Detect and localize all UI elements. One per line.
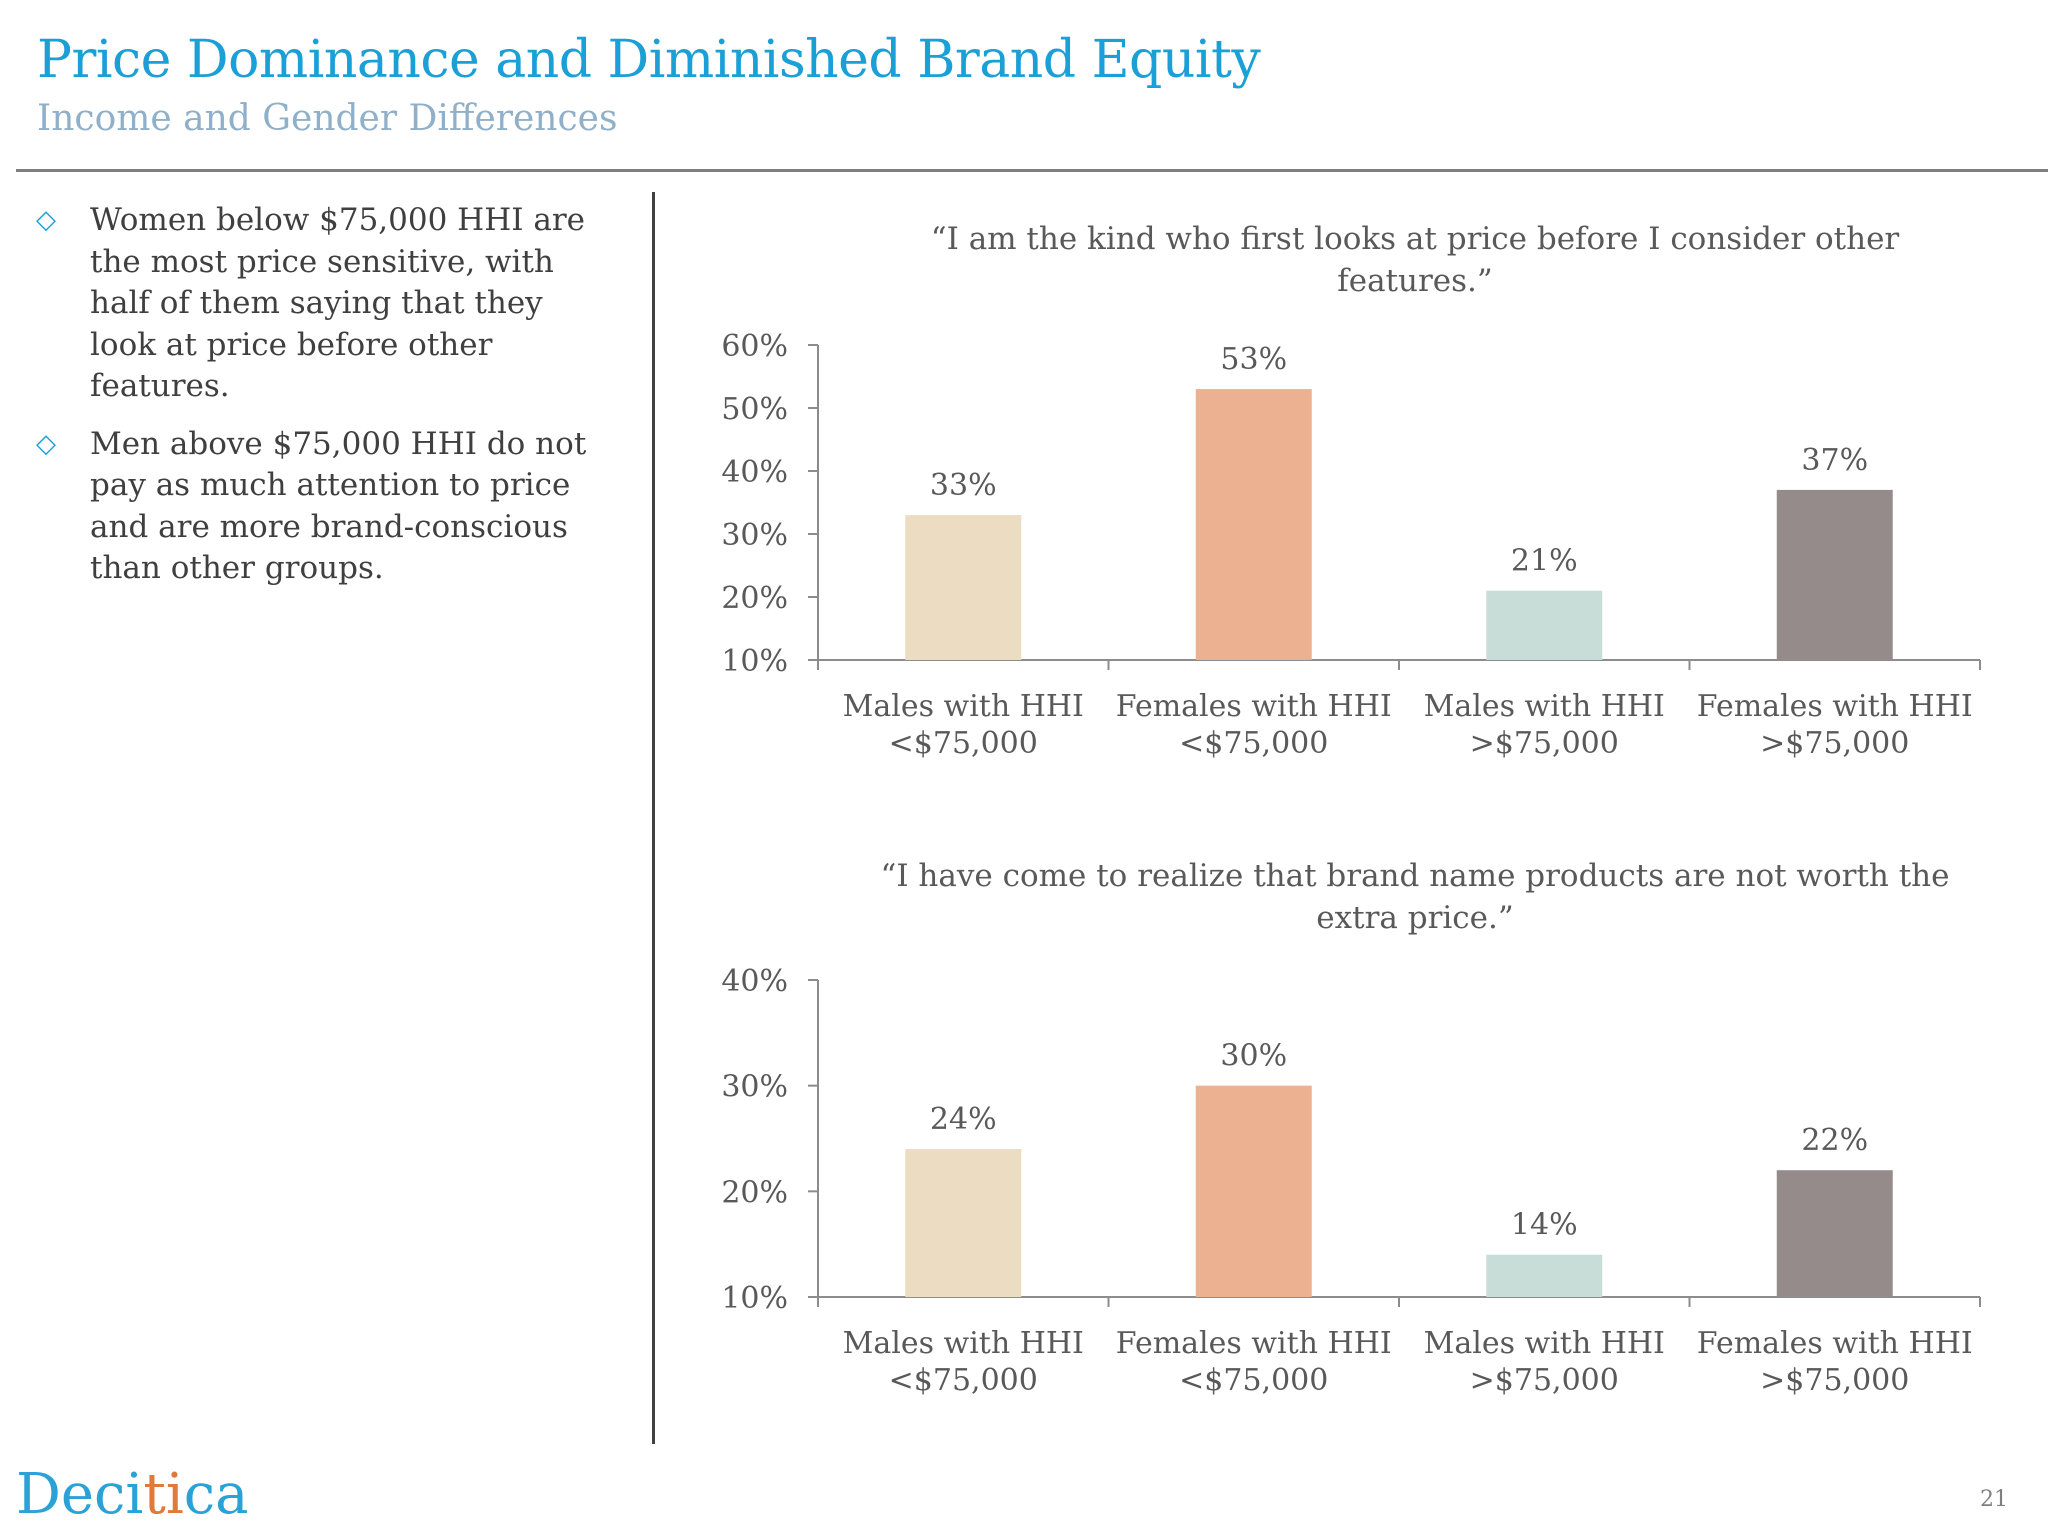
data-label: 22% xyxy=(1801,1123,1868,1158)
chart-2-title: “I have come to realize that brand name … xyxy=(880,858,1950,936)
x-tick-label: Females with HHI xyxy=(1697,1326,1973,1361)
y-tick-label: 60% xyxy=(721,329,788,364)
y-tick-label: 20% xyxy=(721,1175,788,1210)
data-label: 21% xyxy=(1511,544,1578,579)
logo-text-pre: Deci xyxy=(16,1462,144,1527)
bar xyxy=(905,515,1022,660)
y-tick-label: 40% xyxy=(721,455,788,490)
bar xyxy=(1486,1254,1603,1297)
x-tick-label: >$75,000 xyxy=(1760,1363,1909,1398)
x-tick-label: Males with HHI xyxy=(843,689,1084,724)
bar xyxy=(1776,489,1893,660)
x-tick-label: Males with HHI xyxy=(843,1326,1084,1361)
x-tick-label: <$75,000 xyxy=(889,726,1038,761)
x-tick-label: <$75,000 xyxy=(1179,726,1328,761)
x-tick-label: Females with HHI xyxy=(1697,689,1973,724)
y-tick-label: 10% xyxy=(721,1281,788,1316)
bullet-item: ◇ Men above $75,000 HHI do not pay as mu… xyxy=(36,424,596,590)
bar xyxy=(1776,1170,1893,1297)
y-tick-label: 50% xyxy=(721,392,788,427)
page-subtitle: Income and Gender Differences xyxy=(37,98,618,139)
page-number: 21 xyxy=(1980,1487,2008,1512)
x-tick-label: >$75,000 xyxy=(1470,1363,1619,1398)
y-tick-label: 30% xyxy=(721,518,788,553)
diamond-outline-icon: ◇ xyxy=(36,428,56,459)
decitica-logo: Decitica xyxy=(16,1462,248,1527)
data-label: 33% xyxy=(930,468,997,503)
data-label: 37% xyxy=(1801,443,1868,478)
x-tick-label: Males with HHI xyxy=(1424,689,1665,724)
logo-text-post: ca xyxy=(183,1462,249,1527)
bar xyxy=(1195,389,1312,660)
bullet-text: Women below $75,000 HHI are the most pri… xyxy=(90,202,586,404)
x-tick-label: >$75,000 xyxy=(1760,726,1909,761)
data-label: 53% xyxy=(1220,342,1287,377)
y-tick-label: 40% xyxy=(721,964,788,999)
header-divider xyxy=(16,169,2048,172)
x-tick-label: Males with HHI xyxy=(1424,1326,1665,1361)
x-tick-label: <$75,000 xyxy=(889,1363,1038,1398)
x-tick-label: Females with HHI xyxy=(1116,689,1392,724)
bullet-list: ◇ Women below $75,000 HHI are the most p… xyxy=(36,200,596,606)
y-tick-label: 20% xyxy=(721,581,788,616)
page-title: Price Dominance and Diminished Brand Equ… xyxy=(37,30,1261,90)
bar xyxy=(1195,1085,1312,1297)
diamond-outline-icon: ◇ xyxy=(36,205,56,235)
y-tick-label: 30% xyxy=(721,1070,788,1105)
column-divider xyxy=(652,192,655,1444)
bar xyxy=(905,1149,1022,1297)
x-tick-label: Females with HHI xyxy=(1116,1326,1392,1361)
data-label: 30% xyxy=(1220,1039,1287,1074)
y-tick-label: 10% xyxy=(721,644,788,679)
bar xyxy=(1486,590,1603,660)
bullet-item: ◇ Women below $75,000 HHI are the most p… xyxy=(36,200,596,408)
logo-text-accent: ti xyxy=(143,1462,184,1527)
x-tick-label: >$75,000 xyxy=(1470,726,1619,761)
data-label: 24% xyxy=(930,1102,997,1137)
bullet-text: Men above $75,000 HHI do not pay as much… xyxy=(90,425,587,587)
x-tick-label: <$75,000 xyxy=(1179,1363,1328,1398)
data-label: 14% xyxy=(1511,1208,1578,1243)
chart-1-title: “I am the kind who first looks at price … xyxy=(930,221,1900,299)
